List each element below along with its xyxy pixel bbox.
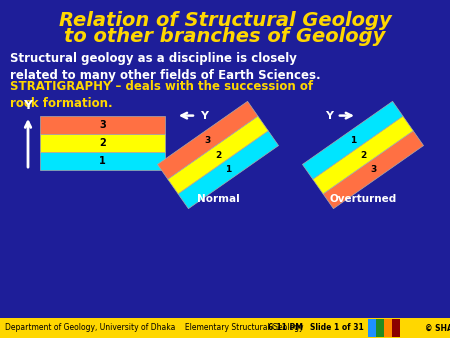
Polygon shape: [313, 116, 413, 194]
Bar: [376, 319, 384, 337]
Bar: [0, 318, 450, 338]
Text: Overturned: Overturned: [329, 194, 396, 204]
Text: to other branches of Geology: to other branches of Geology: [64, 26, 386, 46]
Polygon shape: [323, 131, 423, 209]
Text: Normal: Normal: [197, 194, 239, 204]
Text: Relation of Structural Geology: Relation of Structural Geology: [58, 10, 392, 29]
Text: Department of Geology, University of Dhaka    Elementary Structural Geology: Department of Geology, University of Dha…: [5, 323, 303, 333]
Text: 2: 2: [99, 138, 106, 148]
Text: 6:11 PM: 6:11 PM: [268, 323, 303, 333]
Text: Y: Y: [200, 111, 208, 121]
Bar: [384, 319, 392, 337]
Text: 2: 2: [360, 150, 366, 160]
Text: 1: 1: [350, 136, 356, 145]
Polygon shape: [302, 101, 403, 179]
Bar: [368, 319, 376, 337]
Polygon shape: [168, 116, 268, 194]
Text: STRATIGRAPHY – deals with the succession of
rock formation.: STRATIGRAPHY – deals with the succession…: [10, 80, 313, 110]
Polygon shape: [158, 101, 258, 179]
Text: 3: 3: [205, 136, 211, 145]
Bar: [400, 319, 408, 337]
Text: 2: 2: [215, 150, 221, 160]
Bar: [40, 152, 165, 170]
Text: 1: 1: [225, 165, 231, 174]
Text: Y: Y: [23, 99, 32, 112]
Bar: [392, 319, 400, 337]
Text: 1: 1: [99, 156, 106, 166]
Text: © SHA: © SHA: [425, 323, 450, 333]
Text: Structural geology as a discipline is closely
related to many other fields of Ea: Structural geology as a discipline is cl…: [10, 52, 320, 82]
Text: Y: Y: [325, 111, 333, 121]
Polygon shape: [178, 131, 279, 209]
Bar: [40, 116, 165, 134]
Text: Slide 1 of 31: Slide 1 of 31: [310, 323, 364, 333]
Text: 3: 3: [99, 120, 106, 130]
Bar: [40, 134, 165, 152]
Text: 3: 3: [370, 165, 377, 174]
